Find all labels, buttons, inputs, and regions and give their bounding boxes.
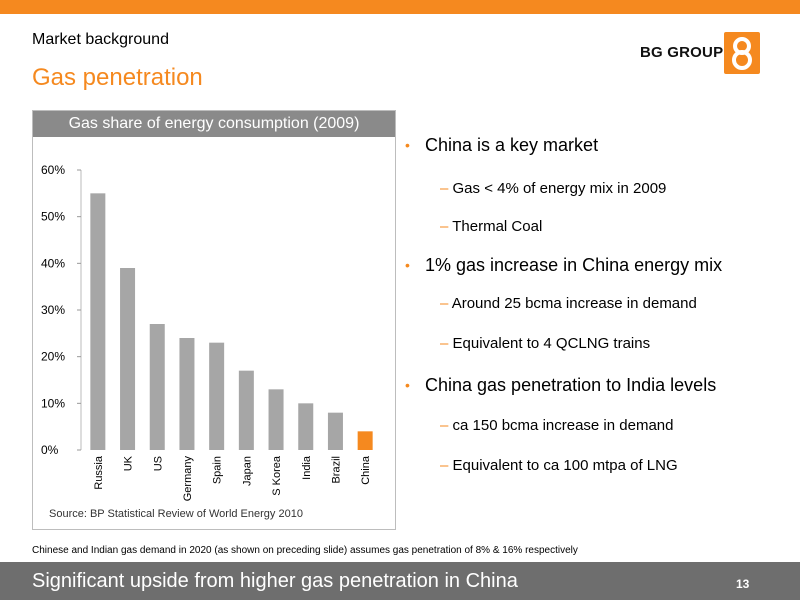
y-tick-label: 20% bbox=[41, 350, 65, 364]
sub-bullet-text: Equivalent to ca 100 mtpa of LNG bbox=[452, 457, 678, 474]
bg-group-logo: BG GROUP bbox=[640, 32, 770, 82]
x-tick-label: Russia bbox=[93, 455, 105, 490]
bar-japan bbox=[238, 370, 254, 450]
bullet-text: 1% gas increase in China energy mix bbox=[425, 255, 723, 275]
bullet-text: China gas penetration to India levels bbox=[425, 375, 717, 395]
sub-bullet-dash: – bbox=[440, 335, 453, 352]
section-label: Market background bbox=[32, 31, 169, 48]
sub-bullet-dash: – bbox=[440, 457, 453, 474]
x-tick-label: Spain bbox=[212, 456, 224, 484]
sub-bullet: – Equivalent to 4 QCLNG trains bbox=[440, 335, 650, 352]
y-tick-label: 50% bbox=[41, 210, 65, 224]
bullet-dot: • bbox=[405, 377, 410, 393]
chart-source: Source: BP Statistical Review of World E… bbox=[49, 508, 303, 520]
sub-bullet-text: Equivalent to 4 QCLNG trains bbox=[452, 335, 651, 352]
y-tick-label: 0% bbox=[41, 443, 59, 457]
bar-india bbox=[298, 403, 314, 450]
bar-germany bbox=[179, 338, 195, 450]
x-tick-label: UK bbox=[123, 455, 135, 471]
sub-bullet-dash: – bbox=[440, 417, 453, 434]
sub-bullet-text: Around 25 bcma increase in demand bbox=[451, 295, 697, 312]
bar-brazil bbox=[327, 412, 343, 450]
sub-bullet: – Thermal Coal bbox=[440, 218, 542, 235]
x-tick-label: Brazil bbox=[330, 456, 342, 484]
bullet-dot: • bbox=[405, 257, 410, 273]
bar-us bbox=[149, 324, 165, 450]
sub-bullet-text: Thermal Coal bbox=[452, 218, 543, 235]
sub-bullet: – Equivalent to ca 100 mtpa of LNG bbox=[440, 457, 678, 474]
x-tick-label: S Korea bbox=[271, 455, 283, 496]
x-tick-label: Japan bbox=[241, 456, 253, 486]
bar-spain bbox=[209, 342, 225, 450]
x-tick-label: India bbox=[301, 455, 313, 480]
chart-plot: 0% 10% 20% 30% 40% 50% 60% Russia UK US Germany Spa… bbox=[41, 163, 373, 502]
page-number: 13 bbox=[736, 577, 750, 591]
bullet-text: China is a key market bbox=[425, 135, 599, 155]
bottom-banner: Significant upside from higher gas penet… bbox=[0, 562, 800, 600]
logo-text: BG GROUP bbox=[640, 44, 724, 61]
sub-bullet-dash: – bbox=[440, 295, 452, 312]
bar-china bbox=[357, 431, 373, 450]
y-tick-label: 60% bbox=[41, 163, 65, 177]
sub-bullet-dash: – bbox=[440, 180, 453, 197]
chart-title: Gas share of energy consumption (2009) bbox=[33, 111, 395, 137]
sub-bullet-text: ca 150 bcma increase in demand bbox=[452, 417, 674, 434]
bg-logo-icon bbox=[724, 32, 760, 74]
banner-text: Significant upside from higher gas penet… bbox=[32, 570, 518, 592]
x-tick-label: Germany bbox=[182, 456, 194, 502]
y-tick-label: 40% bbox=[41, 256, 65, 270]
bar-s-korea bbox=[268, 389, 284, 450]
sub-bullet-text: Gas < 4% of energy mix in 2009 bbox=[452, 180, 667, 197]
gas-share-chart: Gas share of energy consumption (2009) 0… bbox=[32, 110, 396, 530]
bar-russia bbox=[90, 193, 106, 451]
sub-bullet: – Gas < 4% of energy mix in 2009 bbox=[440, 180, 666, 197]
sub-bullet: – Around 25 bcma increase in demand bbox=[440, 295, 697, 312]
bar-uk bbox=[120, 268, 136, 450]
top-accent-bar bbox=[0, 0, 800, 14]
sub-bullet: – ca 150 bcma increase in demand bbox=[440, 417, 673, 434]
footnote: Chinese and Indian gas demand in 2020 (a… bbox=[32, 545, 578, 556]
y-tick-label: 10% bbox=[41, 396, 65, 410]
sub-bullet-dash: – bbox=[440, 218, 453, 235]
x-tick-label: China bbox=[360, 455, 372, 485]
slide-title: Gas penetration bbox=[32, 64, 203, 91]
x-tick-label: US bbox=[152, 456, 164, 471]
y-tick-label: 30% bbox=[41, 303, 65, 317]
bullet-dot: • bbox=[405, 137, 410, 153]
